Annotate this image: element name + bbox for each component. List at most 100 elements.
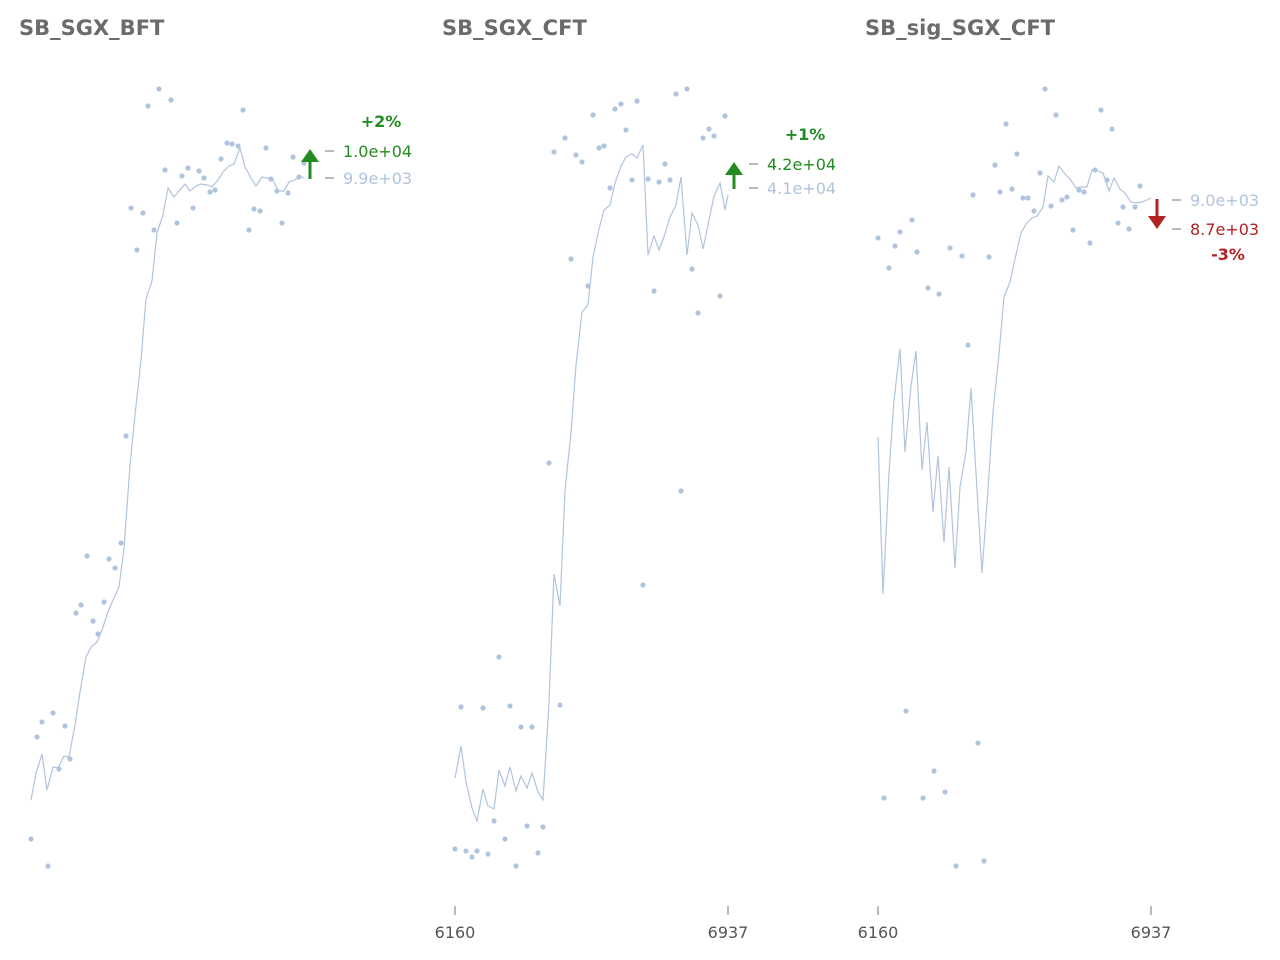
data-point bbox=[201, 175, 207, 181]
data-point bbox=[892, 243, 898, 249]
data-point bbox=[1132, 204, 1138, 210]
data-point bbox=[452, 846, 458, 852]
data-point bbox=[513, 863, 519, 869]
data-point bbox=[551, 149, 557, 155]
data-point bbox=[1031, 208, 1037, 214]
data-point bbox=[128, 205, 134, 211]
data-point bbox=[886, 265, 892, 271]
data-point bbox=[546, 460, 552, 466]
data-point bbox=[947, 245, 953, 251]
arrow-down-icon bbox=[1148, 216, 1166, 229]
data-point bbox=[722, 113, 728, 119]
data-point bbox=[469, 854, 475, 860]
last-value-label: 4.2e+04 bbox=[767, 155, 836, 174]
data-point bbox=[1126, 226, 1132, 232]
data-point bbox=[579, 159, 585, 165]
x-tick-label: 6937 bbox=[708, 923, 749, 942]
change-percent-label: -3% bbox=[1211, 245, 1245, 264]
data-point bbox=[909, 217, 915, 223]
data-point bbox=[920, 795, 926, 801]
data-point bbox=[953, 863, 959, 869]
data-point bbox=[123, 433, 129, 439]
data-point bbox=[1053, 112, 1059, 118]
data-point bbox=[274, 188, 280, 194]
data-point bbox=[45, 863, 51, 869]
arrow-up-icon bbox=[301, 149, 319, 162]
data-point bbox=[296, 174, 302, 180]
data-point bbox=[502, 836, 508, 842]
data-point bbox=[240, 107, 246, 113]
data-point bbox=[695, 310, 701, 316]
data-point bbox=[1104, 177, 1110, 183]
data-point bbox=[207, 189, 213, 195]
data-point bbox=[640, 582, 646, 588]
data-point bbox=[997, 189, 1003, 195]
data-point bbox=[1014, 151, 1020, 157]
data-point bbox=[903, 708, 909, 714]
data-point bbox=[118, 540, 124, 546]
data-point bbox=[678, 488, 684, 494]
data-point bbox=[618, 101, 624, 107]
data-point bbox=[629, 177, 635, 183]
data-point bbox=[156, 86, 162, 92]
data-point bbox=[56, 766, 62, 772]
data-point bbox=[590, 112, 596, 118]
data-point bbox=[981, 858, 987, 864]
data-point bbox=[562, 135, 568, 141]
data-point bbox=[106, 556, 112, 562]
data-point bbox=[507, 703, 513, 709]
data-point bbox=[612, 106, 618, 112]
data-point bbox=[112, 565, 118, 571]
data-point bbox=[229, 141, 235, 147]
data-point bbox=[185, 165, 191, 171]
data-point bbox=[689, 266, 695, 272]
data-point bbox=[1076, 187, 1082, 193]
data-point bbox=[535, 850, 541, 856]
series-line bbox=[877, 164, 1152, 595]
data-point bbox=[67, 756, 73, 762]
data-point bbox=[656, 179, 662, 185]
data-point bbox=[596, 145, 602, 151]
x-tick-label: 6160 bbox=[858, 923, 899, 942]
last-value-label: 1.0e+04 bbox=[343, 142, 412, 161]
data-point bbox=[634, 98, 640, 104]
data-point bbox=[179, 173, 185, 179]
data-point bbox=[706, 126, 712, 132]
data-point bbox=[491, 818, 497, 824]
data-point bbox=[992, 162, 998, 168]
data-point bbox=[285, 190, 291, 196]
data-point bbox=[218, 156, 224, 162]
data-point bbox=[897, 229, 903, 235]
data-point bbox=[1092, 167, 1098, 173]
series-line bbox=[454, 144, 729, 824]
data-point bbox=[174, 220, 180, 226]
last-value-label: 8.7e+03 bbox=[1190, 220, 1259, 239]
data-point bbox=[986, 254, 992, 260]
data-point bbox=[936, 291, 942, 297]
data-point bbox=[1037, 170, 1043, 176]
data-point bbox=[518, 724, 524, 730]
panel-title: SB_SGX_CFT bbox=[442, 16, 587, 40]
data-point bbox=[458, 704, 464, 710]
data-point bbox=[931, 768, 937, 774]
change-percent-label: +1% bbox=[785, 125, 826, 144]
data-point bbox=[28, 836, 34, 842]
data-point bbox=[474, 848, 480, 854]
data-point bbox=[196, 168, 202, 174]
data-point bbox=[573, 152, 579, 158]
data-point bbox=[711, 133, 717, 139]
prev-value-label: 9.0e+03 bbox=[1190, 191, 1259, 210]
data-point bbox=[717, 293, 723, 299]
data-point bbox=[673, 91, 679, 97]
data-point bbox=[524, 823, 530, 829]
panel-sb-sgx-bft: SB_SGX_BFT 1.0e+04 9.9e+03 +2% bbox=[19, 16, 412, 869]
data-point bbox=[73, 610, 79, 616]
data-point bbox=[1042, 86, 1048, 92]
data-point bbox=[95, 631, 101, 637]
data-point bbox=[914, 249, 920, 255]
data-point bbox=[1009, 186, 1015, 192]
data-point bbox=[257, 208, 263, 214]
data-point bbox=[480, 705, 486, 711]
data-point bbox=[662, 161, 668, 167]
